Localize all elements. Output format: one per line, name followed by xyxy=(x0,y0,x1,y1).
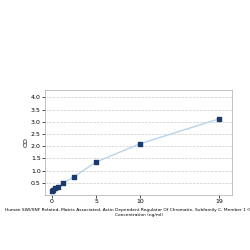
Point xyxy=(50,189,54,193)
Y-axis label: OD: OD xyxy=(23,138,28,147)
Point xyxy=(52,188,56,192)
Point xyxy=(138,142,142,146)
Point xyxy=(53,186,57,190)
Point xyxy=(56,185,60,189)
Point xyxy=(72,175,76,179)
X-axis label: Human SWI/SNF Related, Matrix Associated, Actin Dependent Regulator Of Chromatin: Human SWI/SNF Related, Matrix Associated… xyxy=(6,208,250,217)
Point xyxy=(61,181,65,185)
Point xyxy=(217,117,221,121)
Point xyxy=(94,160,98,164)
